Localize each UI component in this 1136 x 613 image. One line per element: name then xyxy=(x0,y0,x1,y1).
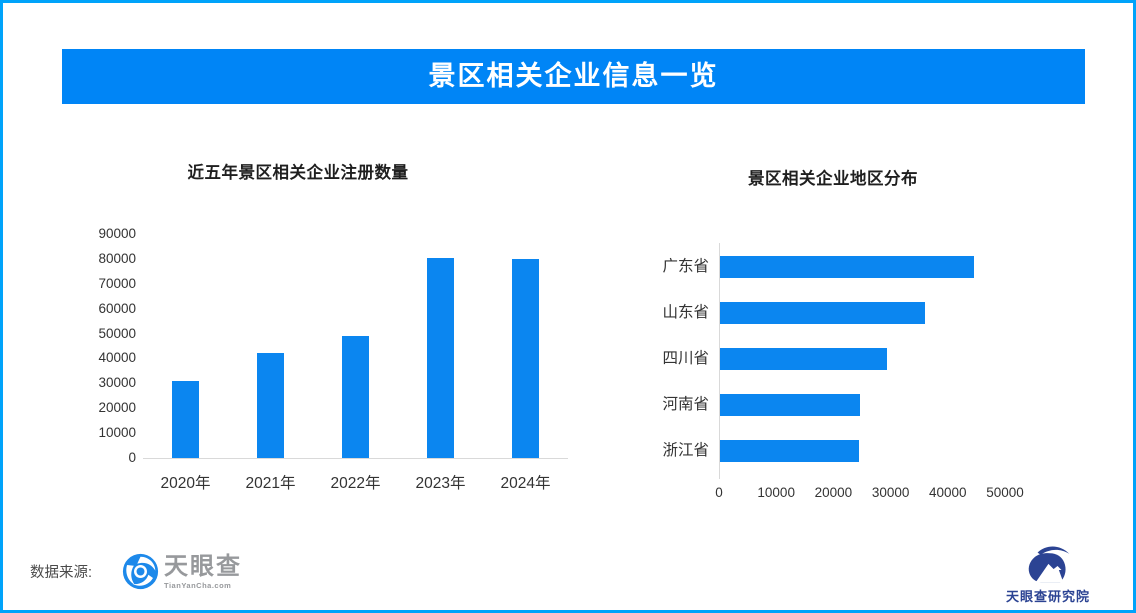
y-tick-label: 80000 xyxy=(98,250,136,266)
x-category-label: 2023年 xyxy=(415,475,466,492)
x-axis-line xyxy=(143,458,568,459)
x-category-label: 2020年 xyxy=(160,475,211,492)
bar xyxy=(720,256,974,278)
x-category-label: 2024年 xyxy=(500,475,551,492)
institute-logo-icon xyxy=(1024,543,1072,583)
region-distribution-bar-chart: 广东省山东省四川省河南省浙江省 0 10000 20000 30000 40000 5000… xyxy=(643,243,1103,513)
tianyancha-logo-icon xyxy=(122,553,159,590)
category-label: 四川省 xyxy=(662,350,709,367)
bar xyxy=(172,380,199,458)
y-tick-label: 30000 xyxy=(98,375,136,391)
tianyancha-logo-text-block: 天眼查 TianYanCha.com xyxy=(164,553,243,591)
x-tick-label: 30000 xyxy=(871,485,910,500)
bar xyxy=(720,302,925,324)
category-label: 浙江省 xyxy=(662,442,709,459)
x-tick-label: 50000 xyxy=(986,485,1024,500)
x-tick-label: 0 xyxy=(715,485,723,500)
right-chart-title: 景区相关企业地区分布 xyxy=(748,170,918,188)
bar xyxy=(427,257,454,458)
category-label: 山东省 xyxy=(662,304,709,321)
y-tick-label: 90000 xyxy=(98,226,136,241)
y-tick-label: 70000 xyxy=(98,275,136,291)
category-label: 河南省 xyxy=(662,396,709,413)
y-tick-label: 60000 xyxy=(98,300,136,316)
institute-logo-block: 天眼查研究院 xyxy=(996,543,1100,605)
source-label: 数据来源: xyxy=(30,565,93,581)
x-category-label: 2022年 xyxy=(330,475,381,492)
x-tick-label: 40000 xyxy=(929,485,967,500)
x-tick-label: 20000 xyxy=(814,485,853,500)
x-category-label: 2021年 xyxy=(245,475,296,492)
bar xyxy=(720,348,888,370)
left-chart-title: 近五年景区相关企业注册数量 xyxy=(187,164,409,182)
page-title: 景区相关企业信息一览 xyxy=(428,61,719,91)
registrations-bar-chart: 0 10000 20000 30000 40000 50000 60000 70000 8000… xyxy=(81,226,591,507)
bar xyxy=(342,336,369,458)
bar xyxy=(720,394,860,416)
y-axis-line xyxy=(719,243,720,479)
y-tick-label: 0 xyxy=(128,450,136,465)
data-source-block: 数据来源: 天眼查 TianYanCha.com xyxy=(30,551,243,591)
tianyancha-logo-text: 天眼查 xyxy=(164,553,243,580)
banner: 景区相关企业信息一览 xyxy=(62,49,1085,104)
bar xyxy=(720,440,859,462)
category-label: 广东省 xyxy=(662,258,709,275)
x-tick-label: 10000 xyxy=(757,485,795,500)
y-tick-label: 50000 xyxy=(98,325,136,341)
institute-logo-text: 天眼查研究院 xyxy=(1005,589,1090,604)
bar xyxy=(512,258,539,458)
tianyancha-domain-text: TianYanCha.com xyxy=(164,581,232,590)
y-tick-label: 40000 xyxy=(98,350,136,366)
y-tick-label: 20000 xyxy=(98,400,136,416)
y-tick-label: 10000 xyxy=(98,425,136,441)
bar xyxy=(257,353,284,458)
